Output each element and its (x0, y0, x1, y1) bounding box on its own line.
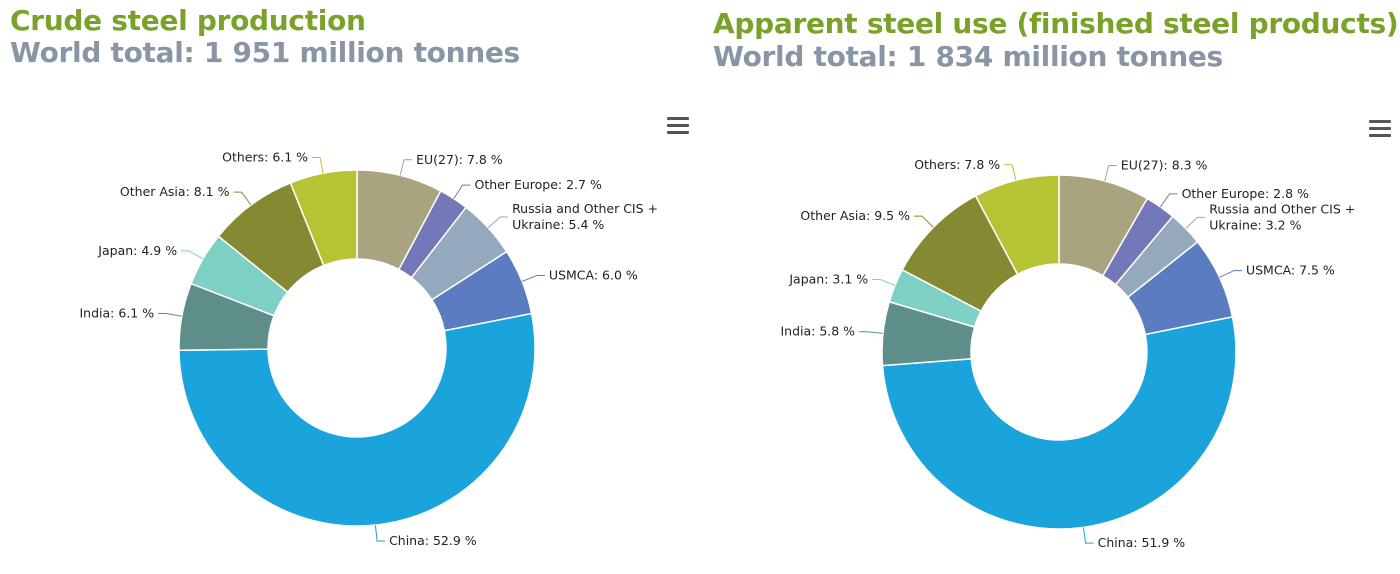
connector-russia-and-other-cis-ukraine (487, 216, 509, 229)
connector-usmca (521, 274, 545, 282)
connector-other-asia (913, 215, 934, 228)
data-label-other-asia: Other Asia: 9.5 % (800, 208, 910, 223)
connector-china (1082, 527, 1094, 544)
data-label-eu-27: EU(27): 8.3 % (1121, 158, 1208, 173)
slice-others[interactable] (974, 174, 1060, 276)
chart-panel-apparent-steel-use: EU(27): 8.3 % Other Europe: 2.8 % Russia a… (700, 0, 1400, 574)
data-label-china: China: 51.9 % (1098, 535, 1186, 550)
connector-other-europe (453, 184, 471, 199)
connector-japan (872, 278, 896, 286)
data-label-others: Others: 7.8 % (914, 157, 1000, 172)
hamburger-menu-icon[interactable] (667, 117, 689, 135)
connector-eu-27 (399, 159, 413, 176)
donut-chart-crude-steel: EU(27): 7.8 % Other Europe: 2.7 % Russia a… (80, 150, 659, 548)
connector-russia-and-other-cis-ukraine (1185, 216, 1206, 229)
chart-title: Crude steel production (10, 4, 366, 37)
donut-chart-apparent-steel-use: EU(27): 8.3 % Other Europe: 2.8 %Russia a… (780, 157, 1355, 550)
data-label-usmca: USMCA: 6.0 % (549, 267, 638, 282)
chart-subtitle: World total: 1 951 million tonnes (10, 36, 520, 69)
connector-india (859, 331, 884, 334)
slice-others[interactable] (289, 169, 358, 267)
connector-japan (181, 250, 204, 260)
connector-india (158, 312, 182, 317)
data-label-russia-and-other-cis-ukraine: Russia and Other CIS + Ukraine: 3.2 % (1209, 201, 1355, 232)
data-label-russia-and-other-cis-ukraine: Russia and Other CIS + Ukraine: 5.4 % (512, 201, 658, 232)
connector-other-europe (1159, 193, 1178, 208)
data-label-eu-27: EU(27): 7.8 % (416, 152, 503, 167)
data-label-others: Others: 6.1 % (222, 150, 308, 165)
connector-eu-27 (1104, 165, 1117, 182)
data-label-other-europe: Other Europe: 2.7 % (474, 177, 601, 192)
connector-usmca (1219, 270, 1242, 278)
data-label-india: India: 6.1 % (80, 305, 155, 320)
chart-panel-crude-steel: EU(27): 7.8 % Other Europe: 2.7 % Russia a… (10, 4, 689, 548)
data-label-japan: Japan: 3.1 % (788, 271, 868, 286)
chart-title: Apparent steel use (finished steel produ… (713, 7, 1399, 40)
connector-china (374, 524, 386, 542)
data-label-china: China: 52.9 % (389, 533, 477, 548)
data-label-other-europe: Other Europe: 2.8 % (1182, 186, 1309, 201)
data-label-japan: Japan: 4.9 % (97, 243, 177, 258)
data-label-other-asia: Other Asia: 8.1 % (120, 184, 230, 199)
data-label-usmca: USMCA: 7.5 % (1246, 263, 1335, 278)
slice-china[interactable] (178, 312, 536, 527)
chart-subtitle: World total: 1 834 million tonnes (713, 40, 1223, 73)
connector-other-asia (233, 191, 252, 206)
data-label-india: India: 5.8 % (780, 324, 855, 339)
hamburger-menu-icon[interactable] (1369, 120, 1391, 138)
slice-china[interactable] (881, 316, 1237, 530)
connector-others (312, 157, 324, 174)
connector-others (1004, 164, 1017, 181)
